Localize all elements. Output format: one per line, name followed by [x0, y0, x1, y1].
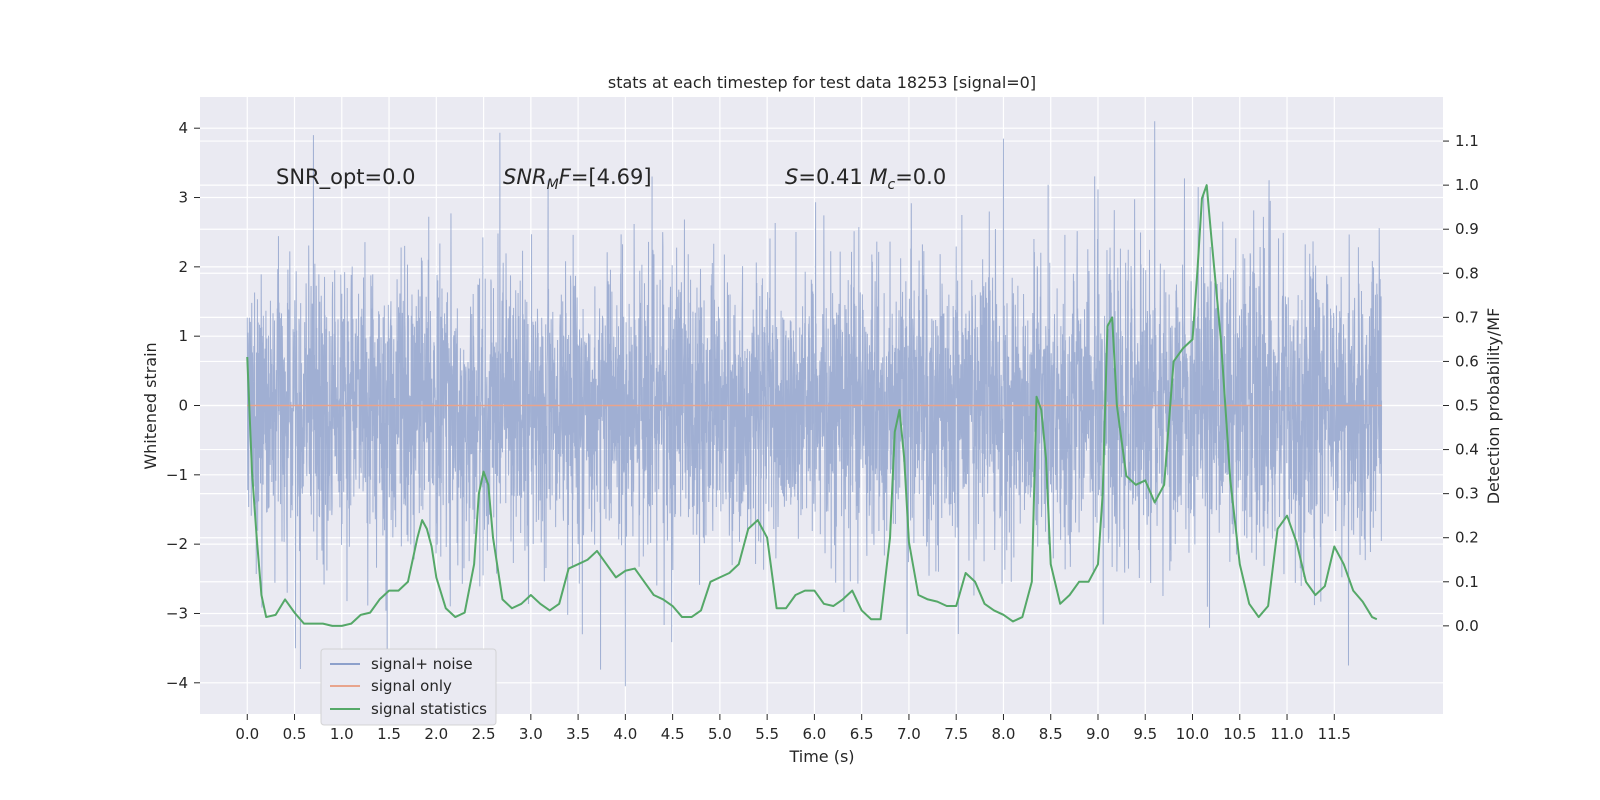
y-left-tick-label: −3 [166, 604, 188, 622]
y-right-tick-label: 0.9 [1455, 220, 1479, 238]
legend-label-signal-only: signal only [371, 677, 452, 695]
y-right-tick-label: 0.8 [1455, 264, 1479, 282]
y-left-tick-label: −1 [166, 466, 188, 484]
x-tick-label: 1.0 [330, 725, 354, 743]
legend: signal+ noise signal only signal statist… [320, 648, 497, 726]
y-left-tick-label: −2 [166, 535, 188, 553]
x-tick-label: 3.5 [566, 725, 590, 743]
x-tick-label: 6.0 [802, 725, 826, 743]
legend-label-signal-noise: signal+ noise [371, 655, 473, 673]
y-right-tick-label: 0.2 [1455, 529, 1479, 547]
y-left-axis-ticks: −4 −3 −2 −1 0 1 2 3 4 [166, 119, 200, 692]
annotation-snr-opt: SNR_opt=0.0 [276, 165, 416, 190]
signal-noise-series [246, 121, 1383, 687]
y-left-tick-label: 3 [178, 189, 188, 207]
x-tick-label: 9.0 [1086, 725, 1110, 743]
y-right-tick-label: 1.1 [1455, 132, 1479, 150]
legend-label-signal-statistics: signal statistics [371, 700, 487, 718]
x-tick-label: 0.0 [235, 725, 259, 743]
x-tick-label: 9.5 [1133, 725, 1157, 743]
x-tick-label: 0.5 [283, 725, 307, 743]
x-tick-label: 8.5 [1039, 725, 1063, 743]
x-tick-label: 2.0 [424, 725, 448, 743]
x-tick-label: 6.5 [850, 725, 874, 743]
y-right-tick-label: 0.4 [1455, 441, 1479, 459]
x-tick-label: 11.5 [1318, 725, 1351, 743]
x-tick-label: 1.5 [377, 725, 401, 743]
x-tick-label: 10.0 [1176, 725, 1209, 743]
y-right-tick-label: 0.1 [1455, 573, 1479, 591]
y-left-tick-label: 2 [178, 258, 188, 276]
y-left-axis-label: Whitened strain [141, 342, 160, 469]
y-right-axis-label: Detection probability/MF [1484, 308, 1503, 505]
signal-noise-line [246, 121, 1383, 687]
x-axis-ticks: 0.0 0.5 1.0 1.5 2.0 2.5 3.0 3.5 4.0 4.5 5.0 5.5 6.0 6… [235, 714, 1351, 743]
x-tick-label: 3.0 [519, 725, 543, 743]
y-left-tick-label: −4 [166, 674, 188, 692]
chart-title: stats at each timestep for test data 182… [608, 73, 1036, 92]
x-tick-label: 4.0 [613, 725, 637, 743]
y-left-tick-label: 0 [178, 397, 188, 415]
x-tick-label: 8.0 [992, 725, 1016, 743]
x-tick-label: 11.0 [1270, 725, 1303, 743]
y-right-tick-label: 0.6 [1455, 352, 1479, 370]
y-right-axis-ticks: 0.0 0.1 0.2 0.3 0.4 0.5 0.6 0.7 0.8 0.9 1.0 1.1 [1443, 132, 1479, 635]
legend-box [320, 648, 497, 726]
annotation-s-mc: S=0.41 Mc=0.0 [785, 165, 946, 193]
y-right-tick-label: 0.3 [1455, 485, 1479, 503]
annotation-snr-mf: SNRMF=[4.69] [503, 165, 652, 193]
x-tick-label: 5.0 [708, 725, 732, 743]
x-tick-label: 7.5 [944, 725, 968, 743]
signal-statistics-line [246, 184, 1378, 627]
x-tick-label: 4.5 [661, 725, 685, 743]
x-tick-label: 5.5 [755, 725, 779, 743]
y-left-tick-label: 1 [178, 327, 188, 345]
y-right-tick-label: 0.0 [1455, 617, 1479, 635]
x-tick-label: 2.5 [472, 725, 496, 743]
x-tick-label: 7.0 [897, 725, 921, 743]
x-tick-label: 10.5 [1223, 725, 1256, 743]
y-right-tick-label: 0.5 [1455, 397, 1479, 415]
signal-statistics-series [246, 184, 1378, 627]
y-right-tick-label: 1.0 [1455, 176, 1479, 194]
y-right-tick-label: 0.7 [1455, 308, 1479, 326]
y-left-tick-label: 4 [178, 119, 188, 137]
x-axis-label: Time (s) [788, 747, 854, 766]
